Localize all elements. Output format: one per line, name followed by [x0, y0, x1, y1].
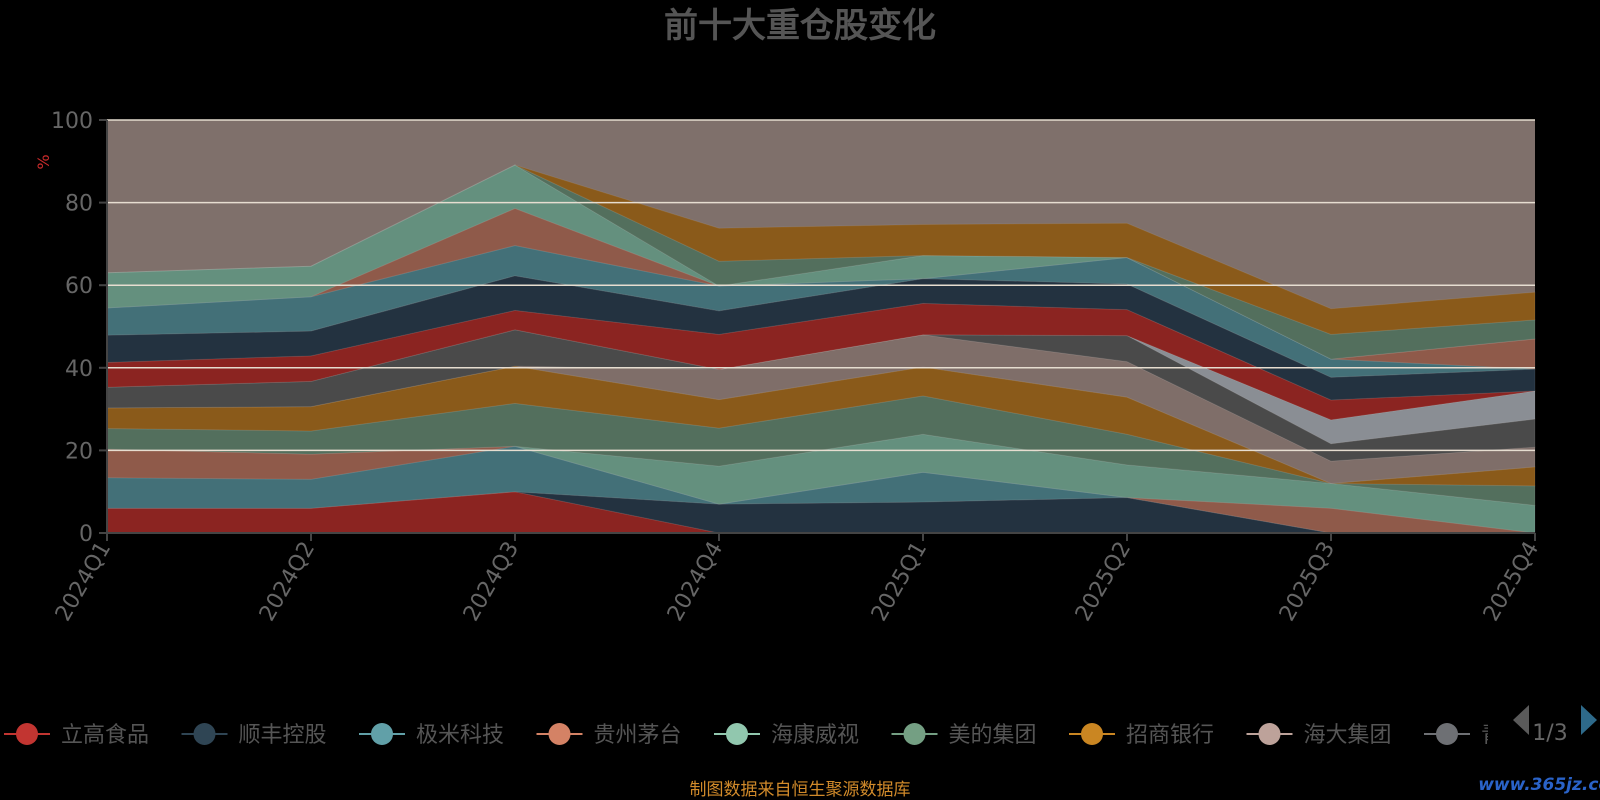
legend-circle-icon — [548, 723, 571, 745]
y-axis-unit: % — [34, 154, 53, 169]
x-tick-label: 2025Q3 — [1275, 538, 1340, 626]
legend-item[interactable]: 贵州茅台 — [536, 723, 682, 748]
legend-next-icon[interactable] — [1581, 705, 1597, 735]
legend-prev-icon[interactable] — [1513, 705, 1529, 735]
legend-item[interactable]: 海大集团 — [1246, 723, 1392, 748]
area-series-5 — [106, 433, 1536, 534]
legend-item[interactable]: 美的集团 — [891, 723, 1037, 748]
stacked-areas — [106, 120, 1536, 534]
legend-circle-icon — [1081, 723, 1103, 745]
legend-label: 海康威视 — [771, 723, 859, 748]
area-series-6 — [106, 395, 1536, 506]
legend-item[interactable]: 极米科技 — [359, 723, 504, 748]
legend-page-indicator: 1/3 — [1532, 721, 1567, 746]
legend[interactable]: 立高食品顺丰控股极米科技贵州茅台海康威视美的集团招商银行海大集团青 — [4, 705, 1600, 765]
legend-label: 顺丰控股 — [239, 723, 327, 748]
x-tick-label: 2024Q4 — [663, 538, 728, 626]
legend-item[interactable]: 顺丰控股 — [181, 723, 327, 748]
legend-label: 招商银行 — [1126, 723, 1214, 748]
area-series-17 — [106, 164, 1536, 335]
y-tick-label: 60 — [65, 274, 93, 299]
legend-circle-icon — [1436, 723, 1458, 745]
legend-item[interactable]: 招商银行 — [1069, 723, 1214, 748]
y-tick-label: 0 — [79, 522, 93, 547]
x-tick-label: 2025Q2 — [1071, 538, 1136, 626]
x-tick-label: 2025Q4 — [1479, 538, 1544, 626]
area-series-12 — [106, 275, 1536, 401]
legend-item[interactable]: 海康威视 — [714, 723, 859, 748]
legend-label: 贵州茅台 — [594, 723, 682, 748]
y-tick-label: 80 — [65, 192, 93, 217]
x-tick-label: 2024Q1 — [51, 538, 116, 626]
y-tick-label: 100 — [51, 109, 93, 134]
legend-pager[interactable]: 1/3 — [1513, 705, 1597, 746]
legend-circle-icon — [16, 723, 38, 745]
y-tick-label: 40 — [65, 357, 93, 382]
legend-circle-icon — [1258, 723, 1281, 745]
watermark: www.365jz.com — [1478, 775, 1600, 795]
legend-item[interactable]: 立高食品 — [4, 723, 149, 748]
legend-label: 海大集团 — [1304, 723, 1392, 748]
x-tick-label: 2024Q2 — [255, 538, 320, 626]
axes — [106, 120, 1535, 534]
legend-label: 立高食品 — [61, 723, 149, 748]
legend-circle-icon — [371, 723, 393, 745]
x-axis-ticks: 2024Q1 2024Q2 2024Q3 2024Q4 2025Q1 2025Q2 2025… — [51, 533, 1544, 626]
legend-label: 美的集团 — [949, 723, 1037, 748]
legend-circle-icon — [903, 723, 926, 745]
chart-title: 前十大重仓股变化 — [664, 6, 936, 46]
y-axis-ticks: 0 20 40 60 80 100 — [51, 109, 107, 547]
x-tick-label: 2025Q1 — [867, 538, 932, 626]
y-tick-label: 20 — [65, 439, 93, 464]
data-source-note: 制图数据来自恒生聚源数据库 — [690, 780, 911, 800]
legend-circle-icon — [193, 723, 216, 745]
x-tick-label: 2024Q3 — [459, 538, 524, 626]
legend-label: 极米科技 — [416, 723, 504, 748]
legend-circle-icon — [726, 723, 748, 745]
grid-lines — [107, 119, 1535, 452]
